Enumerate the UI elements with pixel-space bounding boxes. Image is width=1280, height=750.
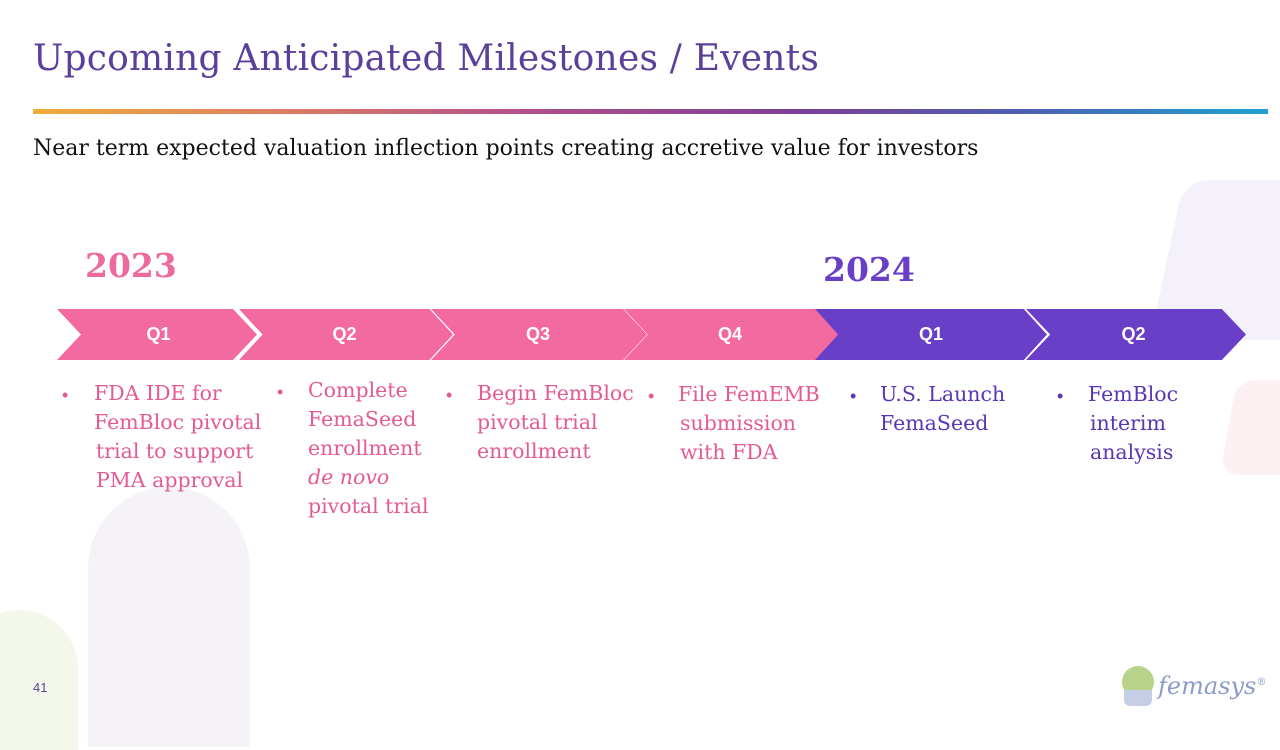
- slide-subtitle: Near term expected valuation inflection …: [33, 136, 979, 161]
- milestone-line: with FDA: [680, 440, 778, 464]
- milestone-line: FemaSeed: [880, 411, 989, 435]
- milestone-line: analysis: [1090, 440, 1174, 464]
- bullet-point: •: [850, 386, 857, 406]
- milestone-line: enrollment: [477, 439, 591, 463]
- milestone-line: pivotal trial: [477, 410, 598, 434]
- milestone-line-italic: de novo: [308, 465, 390, 489]
- quarter-label: Q2: [332, 324, 357, 344]
- background-shape: [1220, 380, 1280, 475]
- quarter-label: Q3: [525, 324, 550, 344]
- page-number: 41: [33, 680, 48, 695]
- bullet-point: •: [62, 385, 69, 405]
- milestone-line: pivotal trial: [308, 494, 429, 518]
- year-label-2023: 2023: [85, 246, 177, 285]
- milestone-line: FDA IDE for: [94, 381, 222, 405]
- milestone-line: trial to support: [96, 439, 254, 463]
- timeline-chevron-2024-q1: Q1: [815, 309, 1047, 360]
- milestone-line: FemBloc pivotal: [94, 410, 262, 434]
- timeline-chevron-2024-q2: Q2: [1026, 309, 1246, 360]
- quarter-label: Q1: [918, 324, 943, 344]
- bullet-point: •: [446, 385, 453, 405]
- logo-registered-mark: ®: [1256, 677, 1267, 688]
- timeline-chevron-2023-q3: Q3: [431, 309, 647, 360]
- milestone-line: FemaSeed: [308, 407, 417, 431]
- bullet-point: •: [648, 386, 655, 406]
- bullet-point: •: [1057, 386, 1064, 406]
- quarter-label: Q1: [146, 324, 171, 344]
- quarter-label: Q2: [1121, 324, 1146, 344]
- milestone-line: PMA approval: [96, 468, 244, 492]
- milestone-line: Begin FemBloc: [477, 381, 634, 405]
- milestone-line: Complete: [308, 378, 408, 402]
- background-shape: [88, 487, 250, 747]
- logo-wordmark: femasys®: [1158, 672, 1266, 700]
- logo-stem: [1124, 690, 1152, 706]
- femasys-logo: femasys®: [1118, 666, 1268, 712]
- milestone-line: enrollment: [308, 436, 422, 460]
- timeline-chevron-2023-q2: Q2: [239, 309, 453, 360]
- timeline-chevron-2023-q4: Q4: [624, 309, 839, 360]
- slide-title: Upcoming Anticipated Milestones / Events: [33, 38, 819, 79]
- quarter-label: Q4: [717, 324, 742, 344]
- gradient-divider: [33, 109, 1268, 114]
- milestone-line: submission: [680, 411, 796, 435]
- year-label-2024: 2024: [823, 250, 915, 289]
- bullet-point: •: [277, 382, 284, 402]
- logo-text: femasys: [1158, 672, 1257, 700]
- timeline-chevron-2023-q1: Q1: [57, 309, 257, 360]
- milestone-line: U.S. Launch: [880, 382, 1006, 406]
- milestone-line: File FemEMB: [678, 382, 820, 406]
- milestone-line: interim: [1090, 411, 1166, 435]
- milestone-line: FemBloc: [1088, 382, 1179, 406]
